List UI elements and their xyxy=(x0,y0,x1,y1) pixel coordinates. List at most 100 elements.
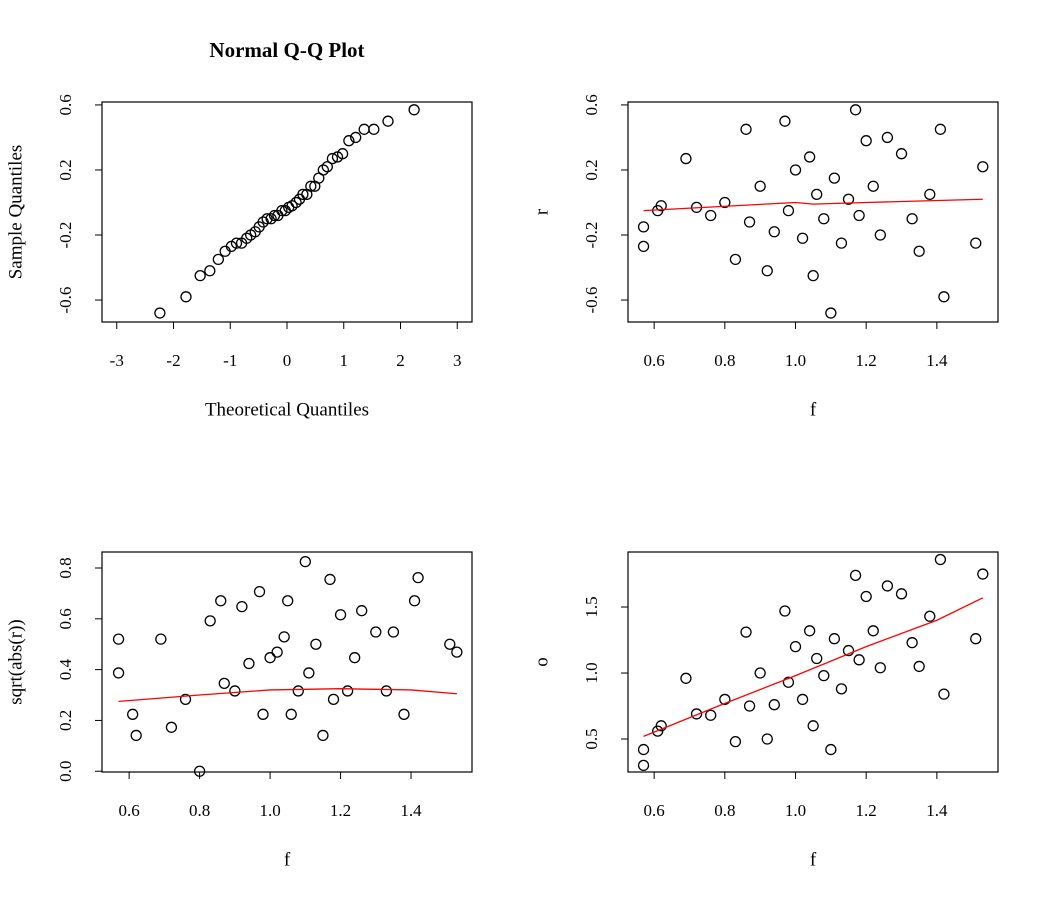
y-tick-label: 0.8 xyxy=(56,557,75,578)
point xyxy=(825,743,837,756)
point xyxy=(398,708,410,720)
point xyxy=(906,637,918,649)
y-tick-label: -0.2 xyxy=(582,222,601,249)
x-tick-label: 3 xyxy=(453,351,462,370)
point xyxy=(387,626,400,638)
point xyxy=(729,253,742,266)
x-tick-label: 1.0 xyxy=(785,351,806,370)
point xyxy=(343,135,355,147)
point xyxy=(881,580,894,592)
point xyxy=(358,123,370,135)
point xyxy=(271,646,283,658)
point xyxy=(451,646,463,658)
point xyxy=(327,693,340,705)
point xyxy=(789,164,802,176)
point xyxy=(680,152,692,165)
point xyxy=(444,638,456,650)
point xyxy=(768,699,780,711)
panel: f r 0.6 0.8 1.0 1.2 1.4 -0.6 -0.2 0.2 0.6 xyxy=(531,94,999,420)
y-tick-label: 0.5 xyxy=(582,728,601,749)
point xyxy=(317,729,329,742)
point xyxy=(779,115,791,127)
y-tick-label: -0.6 xyxy=(56,287,75,314)
point xyxy=(818,213,830,225)
y-tick-label: 1.0 xyxy=(582,662,601,683)
point xyxy=(796,232,809,244)
point xyxy=(193,765,206,777)
point xyxy=(257,708,269,720)
point xyxy=(303,667,315,679)
y-tick-label: 1.5 xyxy=(582,596,601,617)
point xyxy=(204,265,216,277)
x-tick-label: 1.4 xyxy=(926,801,948,820)
point xyxy=(779,605,791,617)
point xyxy=(803,625,816,637)
point xyxy=(194,270,206,282)
point xyxy=(906,213,918,225)
point xyxy=(853,209,865,222)
point xyxy=(705,209,717,222)
point xyxy=(368,123,380,135)
point xyxy=(637,759,650,772)
point xyxy=(127,708,139,720)
x-tick-label: 1 xyxy=(339,351,348,370)
point xyxy=(336,148,349,160)
point xyxy=(290,196,302,209)
point xyxy=(729,735,742,748)
panel: f o 0.6 0.8 1.0 1.2 1.4 0.5 1.0 1.5 xyxy=(531,551,999,870)
point xyxy=(297,188,309,201)
point xyxy=(874,662,886,674)
point xyxy=(112,633,125,645)
point xyxy=(849,569,862,582)
point xyxy=(835,237,848,249)
y-axis-label: r xyxy=(531,208,552,215)
x-tick-label: 1.0 xyxy=(259,801,280,820)
point xyxy=(860,590,872,603)
point xyxy=(796,693,809,706)
point xyxy=(261,213,273,225)
point xyxy=(934,123,947,135)
point xyxy=(849,104,862,116)
point xyxy=(811,652,823,665)
point xyxy=(680,672,692,684)
x-tick-label: -3 xyxy=(110,351,124,370)
x-tick-label: 0.8 xyxy=(189,801,210,820)
y-tick-label: -0.6 xyxy=(582,287,601,314)
point xyxy=(867,625,879,637)
y-tick-label: 0.2 xyxy=(56,159,75,180)
x-tick-label: 0.8 xyxy=(714,801,735,820)
point xyxy=(934,553,947,566)
point xyxy=(895,148,908,160)
panel: Normal Q-Q Plot Theoretical Quantiles Samp… xyxy=(5,38,473,420)
point xyxy=(874,229,886,241)
point xyxy=(881,131,894,144)
y-tick-label: 0.6 xyxy=(56,94,75,115)
smooth-line xyxy=(643,597,984,737)
point xyxy=(253,585,266,598)
point xyxy=(286,200,298,212)
point xyxy=(230,237,243,249)
x-tick-label: 1.4 xyxy=(926,351,948,370)
point xyxy=(285,708,297,720)
point xyxy=(924,188,936,201)
x-tick-label: 0 xyxy=(283,351,292,370)
point xyxy=(719,693,731,706)
x-tick-label: -1 xyxy=(223,351,237,370)
point xyxy=(299,556,311,568)
point xyxy=(236,600,248,613)
x-tick-label: -2 xyxy=(166,351,180,370)
y-tick-label: -0.2 xyxy=(56,222,75,249)
x-tick-label: 1.0 xyxy=(785,801,806,820)
point xyxy=(112,667,125,679)
point xyxy=(938,688,950,700)
y-axis-label: sqrt(abs(r)) xyxy=(5,619,26,704)
point xyxy=(212,253,224,266)
point xyxy=(867,180,879,192)
point xyxy=(789,640,802,653)
point xyxy=(215,595,227,607)
y-axis-label: Sample Quantiles xyxy=(5,145,26,280)
point xyxy=(768,226,780,238)
point xyxy=(130,729,142,742)
point xyxy=(305,180,317,192)
